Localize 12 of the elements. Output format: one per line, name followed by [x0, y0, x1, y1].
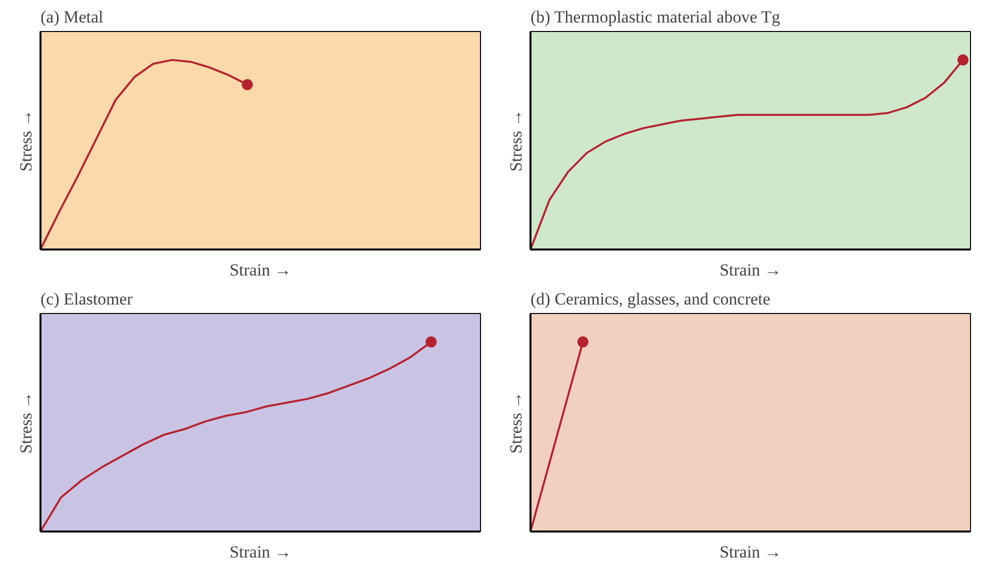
x-axis-title: Strain →: [230, 260, 292, 280]
y-axis-title: Stress →: [16, 392, 36, 454]
y-axis-title: Stress →: [16, 110, 36, 172]
x-axis-title: Strain →: [720, 542, 782, 562]
y-axis-title: Stress →: [506, 392, 526, 454]
chart-title: (d) Ceramics, glasses, and concrete: [530, 290, 770, 308]
chart-title: (c) Elastomer: [40, 290, 133, 308]
x-axis-title: Strain →: [230, 542, 292, 562]
x-axis-title: Strain →: [720, 260, 782, 280]
chart-title: (a) Metal: [40, 8, 104, 26]
chart-title: (b) Thermoplastic material above Tg: [530, 8, 781, 26]
y-axis-title: Stress →: [506, 110, 526, 172]
